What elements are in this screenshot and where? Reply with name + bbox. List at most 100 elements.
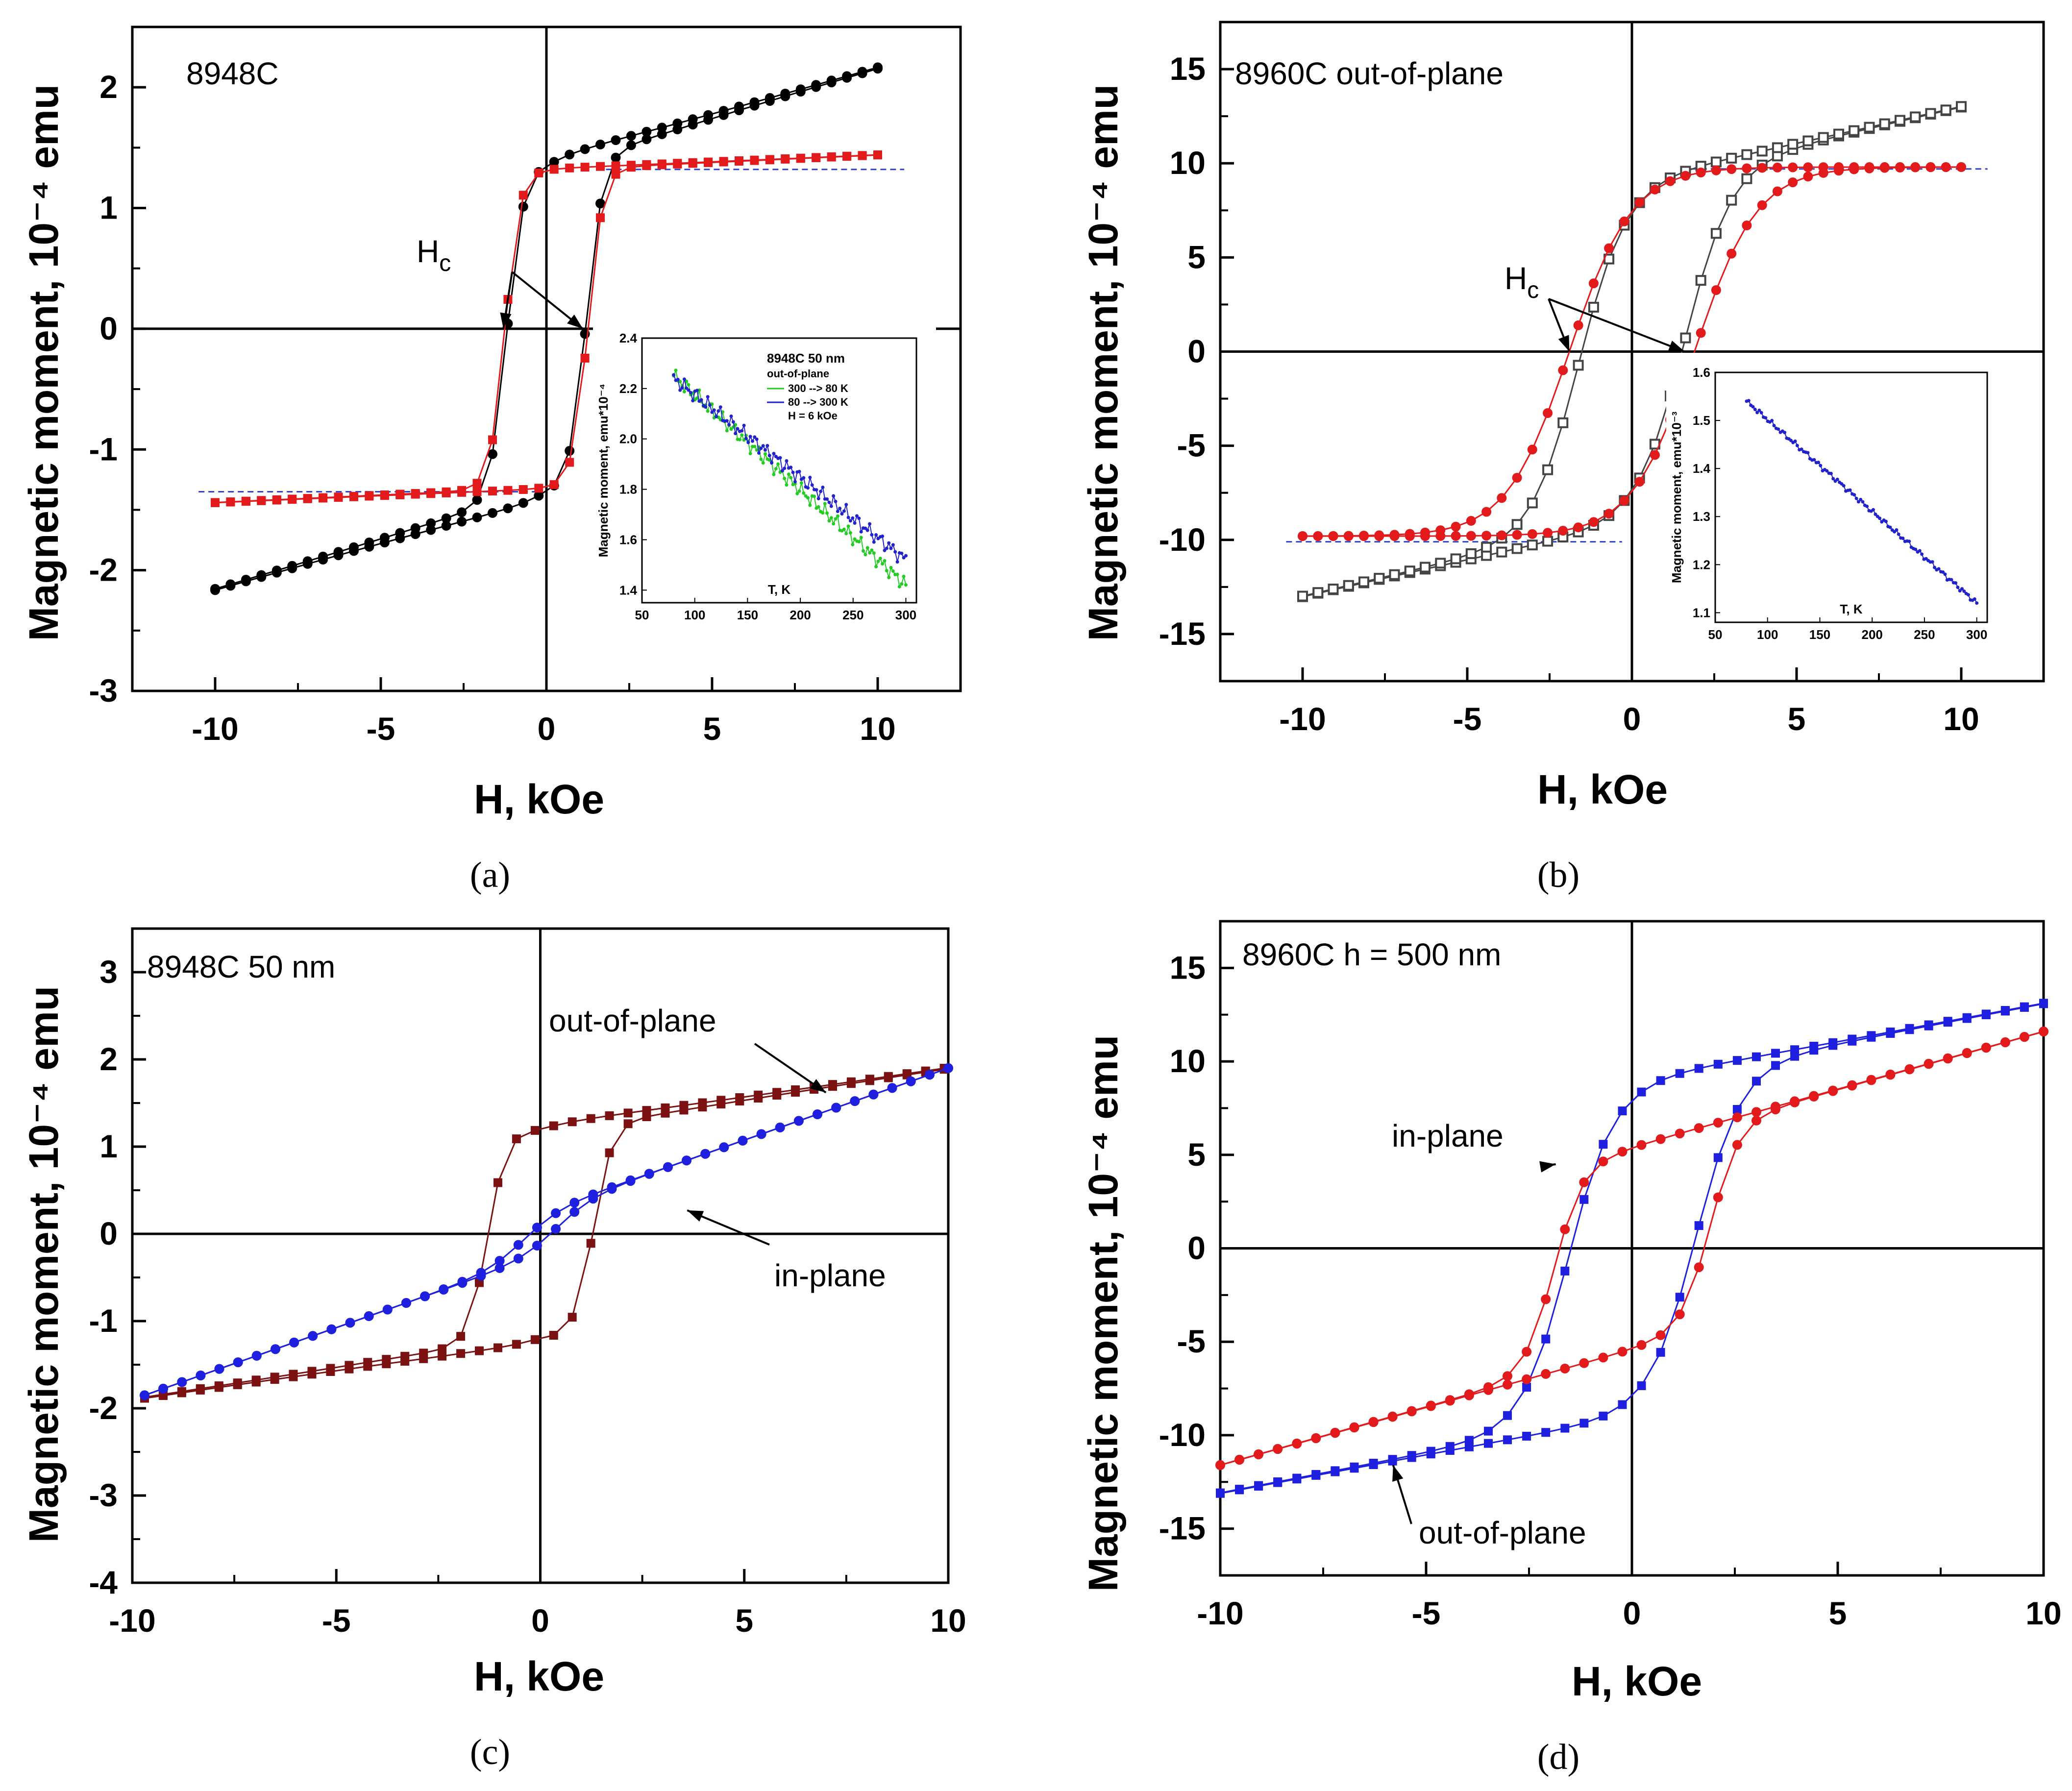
- data-point: [1771, 1102, 1780, 1112]
- data-point: [1435, 525, 1446, 536]
- inset-data-point: [1829, 471, 1833, 475]
- x-tick-label: 10: [1943, 701, 1979, 737]
- data-point: [1543, 408, 1553, 418]
- data-point: [512, 1340, 521, 1349]
- inset-data-point: [883, 559, 887, 563]
- data-point: [765, 93, 775, 103]
- inset-data-point: [1920, 552, 1924, 556]
- inset-data-point: [774, 467, 778, 470]
- data-point: [439, 1284, 449, 1294]
- inset-data-point: [1755, 411, 1759, 415]
- data-point: [1818, 162, 1828, 172]
- inset-chart: 50 100 150 200 250 300 1.4 1.6 1.8 2.0 2.2 2.4 T, K M…: [593, 319, 936, 647]
- inset-y-tick-label: 2.2: [619, 381, 637, 396]
- data-point: [1557, 417, 1569, 428]
- x-tick-label: 10: [2025, 1595, 2061, 1631]
- inset-data-point: [748, 435, 752, 439]
- data-point: [1234, 1454, 1245, 1465]
- inset-data-point: [813, 494, 816, 498]
- inset-background: [1666, 353, 2007, 666]
- panel-a-sample-label: 8948C: [186, 56, 279, 91]
- data-point: [1560, 1266, 1570, 1276]
- inset-data-point: [904, 554, 908, 558]
- data-point: [588, 1189, 598, 1200]
- data-point: [345, 1318, 355, 1328]
- data-point: [1450, 553, 1461, 564]
- inset-data-point: [816, 505, 820, 509]
- data-point: [1558, 526, 1568, 536]
- data-point: [1757, 200, 1767, 210]
- inset-x-tick-label: 250: [842, 608, 863, 622]
- inset-data-point: [904, 583, 908, 587]
- data-point: [1465, 548, 1477, 559]
- data-point: [419, 1349, 428, 1358]
- data-point: [1527, 540, 1538, 551]
- data-point: [518, 485, 528, 494]
- inset-data-point: [1800, 447, 1803, 451]
- data-point: [1802, 135, 1814, 147]
- inset-data-point: [1852, 493, 1856, 497]
- data-point: [1828, 1038, 1838, 1047]
- y-tick-label: -15: [1159, 615, 1206, 652]
- inset-data-point: [885, 569, 888, 572]
- data-point: [457, 1276, 468, 1287]
- data-point: [438, 1344, 447, 1353]
- inset-data-point: [816, 497, 820, 500]
- inset-y-tick-label: 2.0: [619, 432, 637, 446]
- data-point: [438, 1351, 447, 1361]
- data-point: [1726, 152, 1737, 164]
- inset-data-point: [836, 510, 839, 513]
- data-point: [549, 480, 559, 489]
- data-point: [1757, 163, 1767, 173]
- inset-data-point: [676, 377, 680, 381]
- inset-data-point: [778, 456, 782, 460]
- inset-data-point: [776, 462, 780, 466]
- inset-data-point: [1962, 589, 1966, 593]
- data-point: [1904, 1064, 1915, 1074]
- inset-data-point: [848, 531, 852, 535]
- data-point: [756, 1129, 766, 1139]
- data-point: [791, 1085, 800, 1094]
- inset-data-point: [783, 477, 787, 480]
- data-point: [303, 494, 312, 503]
- data-point: [1579, 1358, 1589, 1368]
- data-point: [1522, 1383, 1531, 1392]
- inset-legend-entry: 80 --> 300 K: [788, 396, 848, 408]
- data-point: [1790, 1096, 1800, 1106]
- inset-data-point: [832, 494, 836, 498]
- data-point: [1522, 1431, 1531, 1441]
- data-point: [1527, 497, 1538, 509]
- x-tick-label: 5: [1829, 1595, 1847, 1631]
- inset-data-point: [789, 466, 793, 469]
- data-point: [1359, 531, 1369, 540]
- inset-data-point: [827, 519, 831, 523]
- inset-y-tick-label: 1.3: [1693, 509, 1710, 524]
- data-point: [1956, 101, 1967, 112]
- data-point: [251, 1350, 262, 1361]
- data-point: [1512, 473, 1522, 483]
- data-point: [518, 498, 528, 508]
- inset-data-point: [870, 533, 874, 537]
- inset-data-point: [729, 427, 733, 431]
- data-point: [704, 157, 713, 167]
- inset-data-point: [844, 503, 848, 507]
- inset-data-point: [893, 550, 897, 554]
- inset-data-point: [1937, 567, 1941, 571]
- inset-data-point: [1759, 411, 1763, 415]
- inset-data-point: [765, 444, 769, 447]
- inset-data-point: [876, 560, 880, 563]
- data-point: [214, 1364, 224, 1374]
- inset-data-point: [691, 399, 695, 403]
- data-point: [906, 1076, 916, 1086]
- data-point: [318, 551, 328, 562]
- inset-data-point: [736, 427, 740, 431]
- panel-d-y-axis-title: Magnetic moment, 10⁻⁴ emu: [1080, 1035, 1126, 1592]
- inset-x-tick-label: 50: [1708, 627, 1723, 642]
- data-point: [1619, 216, 1629, 226]
- inset-data-point: [859, 536, 863, 540]
- data-point: [1497, 493, 1507, 503]
- inset-data-point: [1930, 560, 1934, 564]
- data-point: [1675, 1129, 1685, 1139]
- data-point: [488, 449, 497, 459]
- inset-data-point: [787, 472, 790, 476]
